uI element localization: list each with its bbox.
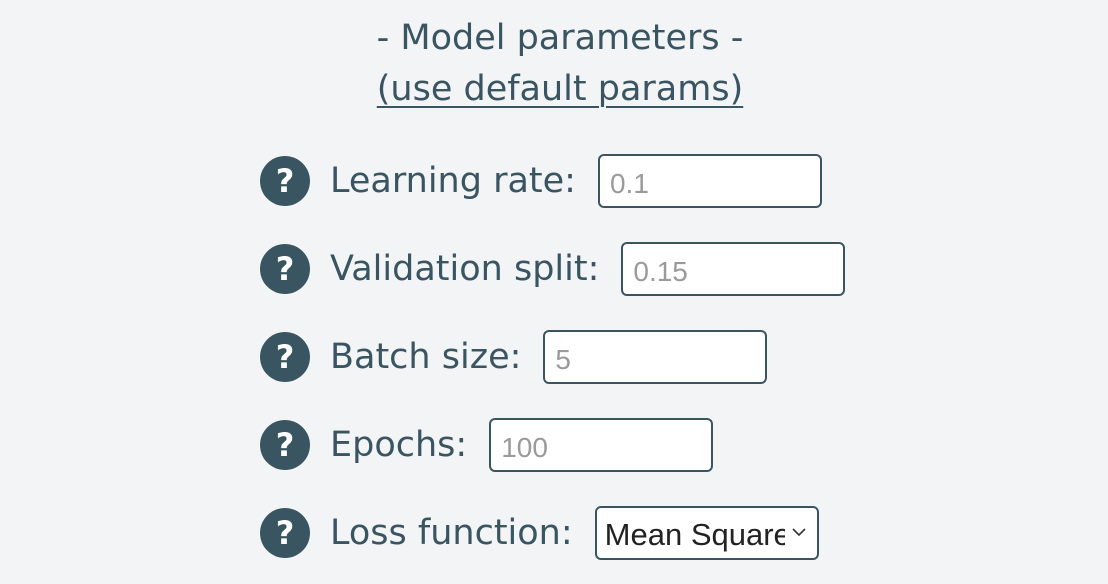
help-icon[interactable]: ? <box>260 156 310 206</box>
use-default-params-link[interactable]: (use default params) <box>376 69 744 109</box>
batch-size-input[interactable] <box>543 330 768 384</box>
help-icon[interactable]: ? <box>260 244 310 294</box>
epochs-label: Epochs: <box>330 425 468 465</box>
param-row-batch-size: ? Batch size: <box>260 330 768 384</box>
help-icon[interactable]: ? <box>260 332 310 382</box>
chevron-down-icon <box>792 528 806 537</box>
help-icon[interactable]: ? <box>260 508 310 558</box>
epochs-input[interactable] <box>489 418 714 472</box>
section-title: - Model parameters - <box>376 18 744 58</box>
param-row-epochs: ? Epochs: <box>260 418 714 472</box>
param-row-loss-function: ? Loss function: Mean Squared Error <box>260 506 819 560</box>
default-params-container: (use default params) <box>0 64 1108 114</box>
help-icon[interactable]: ? <box>260 420 310 470</box>
learning-rate-input[interactable] <box>597 154 822 208</box>
validation-split-input[interactable] <box>621 242 846 296</box>
learning-rate-label: Learning rate: <box>330 161 576 201</box>
param-row-learning-rate: ? Learning rate: <box>260 154 822 208</box>
param-row-validation-split: ? Validation split: <box>260 242 846 296</box>
batch-size-label: Batch size: <box>330 337 522 377</box>
loss-function-select[interactable]: Mean Squared Error <box>594 506 819 560</box>
validation-split-label: Validation split: <box>330 249 600 289</box>
loss-function-selected-value: Mean Squared Error <box>604 517 785 552</box>
loss-function-label: Loss function: <box>330 513 573 553</box>
